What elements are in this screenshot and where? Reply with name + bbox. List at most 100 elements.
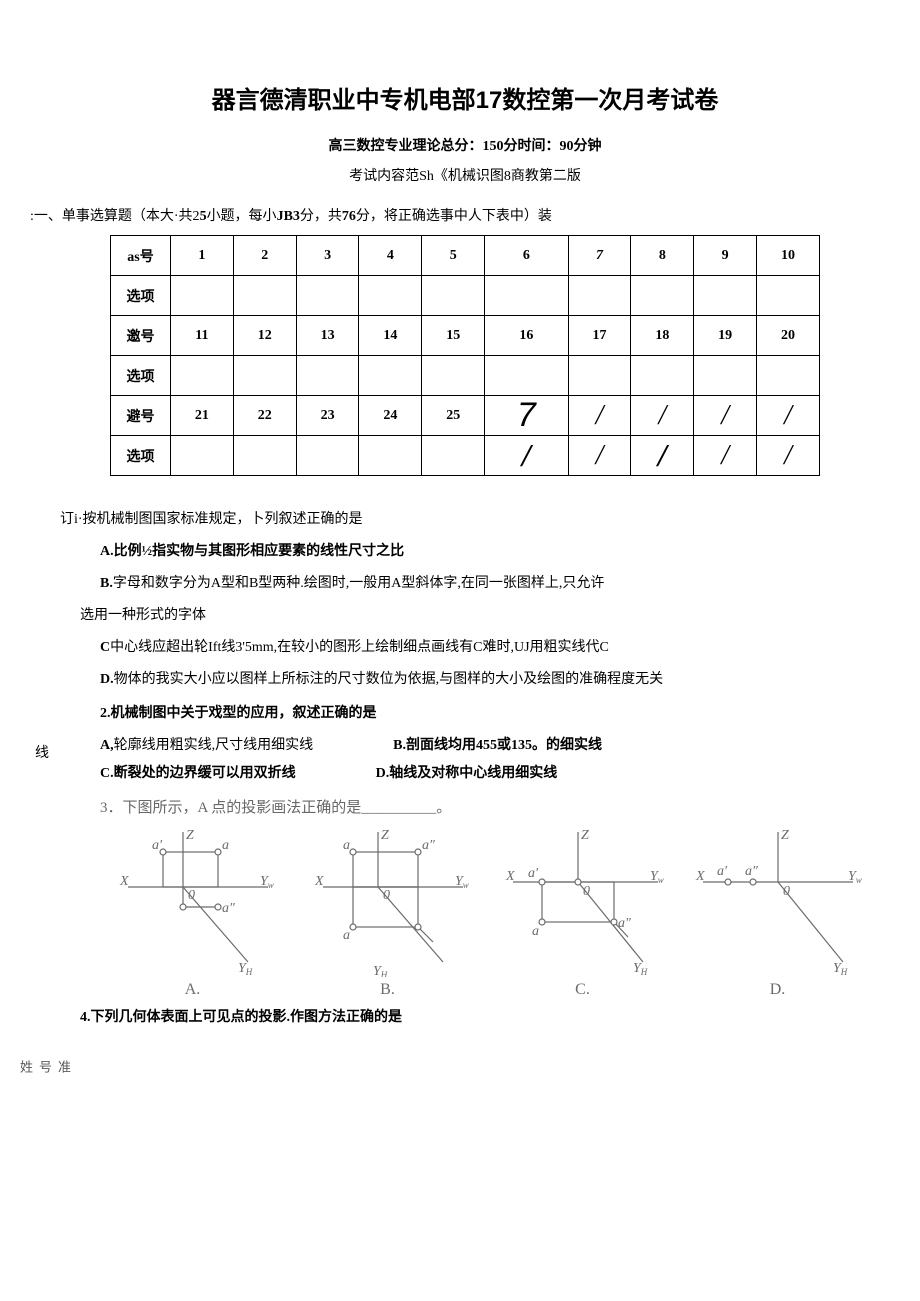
subtitle-2: 考试内容范Sh《机械识图8商教第二版 (60, 165, 870, 185)
table-cell: 1 (171, 236, 234, 276)
q1-option-b2: 选用一种形式的字体 (80, 602, 870, 630)
table-cell: 7 (568, 236, 631, 276)
row-header: 邀号 (111, 316, 171, 356)
svg-text:X: X (505, 869, 515, 884)
table-cell-slash: / (631, 396, 694, 436)
svg-text:a′: a′ (717, 864, 728, 879)
svg-text:a: a (343, 838, 350, 853)
svg-text:a: a (222, 838, 229, 853)
q2-option-d: D.轴线及对称中心线用细实线 (376, 760, 558, 788)
svg-text:YH: YH (633, 961, 648, 977)
svg-text:Z: Z (581, 828, 589, 843)
svg-text:a″: a″ (222, 901, 235, 916)
table-cell: 21 (171, 396, 234, 436)
projection-diagram-icon: Z X Yw 0 a′ a a″ YH (108, 827, 278, 977)
table-cell: 16 (485, 316, 568, 356)
svg-text:a′: a′ (528, 866, 539, 881)
q2-option-a: A,轮廓线用粗实线,尺寸线用细实线 (100, 732, 313, 760)
svg-text:X: X (119, 874, 129, 889)
projection-diagram-icon: Z X Yw 0 a a″ a YH (303, 827, 473, 977)
table-cell: 13 (296, 316, 359, 356)
table-row: 避号 21 22 23 24 25 7 / / / / (111, 396, 820, 436)
table-cell-slash: / (694, 436, 757, 476)
q1-option-b: B.字母和数字分为A型和B型两种.绘图时,一般用A型斜体字,在同一张图样上,只允… (100, 570, 870, 598)
svg-text:a″: a″ (422, 838, 435, 853)
table-row: 选项 (111, 356, 820, 396)
table-cell-slash: 7 (485, 396, 568, 436)
vertical-margin-label: 准号姓 (16, 1060, 73, 1079)
svg-text:0: 0 (583, 884, 590, 899)
diagram-label: D. (693, 981, 863, 999)
svg-text:a: a (532, 924, 539, 939)
projection-diagram-icon: Z X Yw 0 a′ a″ YH (693, 827, 863, 977)
table-cell: 12 (233, 316, 296, 356)
table-row: as号 1 2 3 4 5 6 7 8 9 10 (111, 236, 820, 276)
row-header: 选项 (111, 276, 171, 316)
diagram-c: Z X Yw 0 a′ a a″ YH C. (498, 827, 668, 999)
svg-text:Yw: Yw (455, 874, 469, 890)
q1-stem: 订i·按机械制图国家标准规定，卜列叙述正确的是 (60, 506, 870, 534)
svg-text:0: 0 (188, 888, 195, 903)
row-header: 避号 (111, 396, 171, 436)
svg-text:YH: YH (373, 964, 388, 977)
svg-text:Z: Z (186, 828, 194, 843)
table-cell: 10 (757, 236, 820, 276)
svg-text:YH: YH (833, 961, 848, 977)
table-cell-slash: / (757, 396, 820, 436)
q2-stem: 2.机械制图中关于戏型的应用，叙述正确的是 (100, 700, 870, 728)
row-header: 选项 (111, 356, 171, 396)
diagram-d: Z X Yw 0 a′ a″ YH D. (693, 827, 863, 999)
svg-text:Z: Z (781, 828, 789, 843)
svg-text:0: 0 (383, 888, 390, 903)
answer-table: as号 1 2 3 4 5 6 7 8 9 10 选项 邀号 11 12 13 … (110, 235, 820, 476)
table-cell: 18 (631, 316, 694, 356)
table-cell: 15 (422, 316, 485, 356)
q2-option-c: C.断裂处的边界缓可以用双折线 (100, 760, 296, 788)
margin-char-xian: 线 (35, 742, 49, 762)
svg-text:Yw: Yw (650, 869, 664, 885)
svg-text:a: a (343, 928, 350, 943)
diagram-label: C. (498, 981, 668, 999)
q3-diagrams: Z X Yw 0 a′ a a″ YH A. (100, 827, 870, 999)
subtitle-1: 高三数控专业理论总分：150分时间：90分钟 (60, 135, 870, 155)
diagram-label: B. (303, 981, 473, 999)
table-cell: 24 (359, 396, 422, 436)
table-cell: 6 (485, 236, 568, 276)
table-cell: 23 (296, 396, 359, 436)
q1-option-c: C中心线应超出轮Ift线3'5mm,在较小的图形上绘制细点画线有C难时,UJ用粗… (100, 634, 870, 662)
table-row: 邀号 11 12 13 14 15 16 17 18 19 20 (111, 316, 820, 356)
q1-option-d: D.物体的我实大小应以图样上所标注的尺寸数位为依据,与图样的大小及绘图的准确程度… (100, 666, 870, 694)
table-cell: 11 (171, 316, 234, 356)
table-row: 选项 / / / / / (111, 436, 820, 476)
table-cell: 8 (631, 236, 694, 276)
svg-text:Yw: Yw (848, 869, 862, 885)
table-cell: 14 (359, 316, 422, 356)
diagram-b: Z X Yw 0 a a″ a YH B. (303, 827, 473, 999)
table-cell: 5 (422, 236, 485, 276)
q2-option-b: B.剖面线均用455或135。的细实线 (393, 732, 602, 760)
table-cell: 2 (233, 236, 296, 276)
svg-text:a″: a″ (618, 916, 631, 931)
table-cell: 9 (694, 236, 757, 276)
page-title: 器言德清职业中专机电部17数控第一次月考试卷 (60, 80, 870, 115)
row-header: as号 (111, 236, 171, 276)
table-cell: 3 (296, 236, 359, 276)
table-cell-slash: / (631, 436, 694, 476)
section-1-header: :一、单事选算题（本大·共25小题，每小JB3分，共76分，将正确选事中人下表中… (30, 205, 870, 225)
table-cell-slash: / (485, 436, 568, 476)
svg-text:X: X (695, 869, 705, 884)
diagram-a: Z X Yw 0 a′ a a″ YH A. (108, 827, 278, 999)
svg-text:YH: YH (238, 961, 253, 977)
svg-text:a′: a′ (152, 838, 163, 853)
svg-text:0: 0 (783, 884, 790, 899)
projection-diagram-icon: Z X Yw 0 a′ a a″ YH (498, 827, 668, 977)
svg-text:X: X (314, 874, 324, 889)
table-cell: 4 (359, 236, 422, 276)
svg-text:Yw: Yw (260, 874, 274, 890)
q1-option-a: A.比例½指实物与其图形相应要素的线性尺寸之比 (100, 538, 870, 566)
table-row: 选项 (111, 276, 820, 316)
q3-stem: 3．下图所示，A 点的投影画法正确的是__________。 (100, 796, 870, 817)
table-cell: 22 (233, 396, 296, 436)
diagram-label: A. (108, 981, 278, 999)
table-cell-slash: / (568, 436, 631, 476)
